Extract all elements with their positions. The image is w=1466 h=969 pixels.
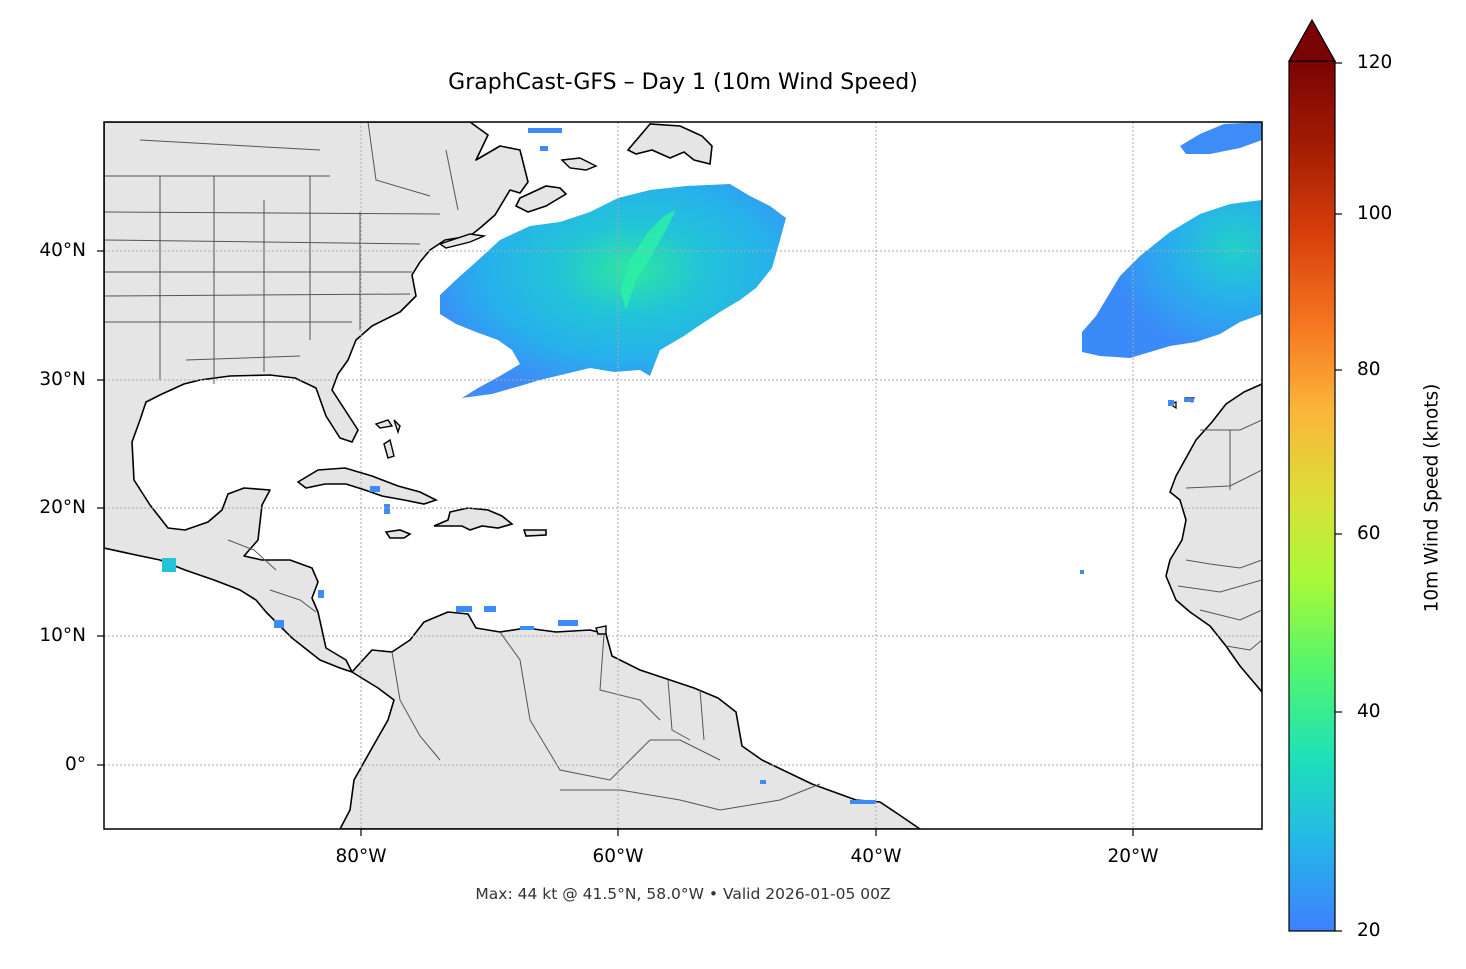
colorbar-tick-label: 80	[1357, 359, 1381, 380]
lon-tick-label: 80°W	[335, 846, 387, 867]
land-newfoundland	[626, 123, 713, 165]
colorbar-ticks	[1335, 62, 1342, 932]
land-trinidad	[595, 625, 607, 635]
land-south-america	[339, 611, 921, 829]
land-hispaniola	[433, 507, 514, 531]
land-nova-scotia	[514, 185, 568, 213]
colorbar-tick-label: 20	[1357, 920, 1381, 941]
lat-tick-label: 10°N	[39, 625, 86, 646]
lon-tick-label: 40°W	[850, 846, 902, 867]
colorbar	[1288, 60, 1336, 932]
lon-tick-label: 60°W	[592, 846, 644, 867]
lat-tick-label: 40°N	[39, 240, 86, 261]
land-africa	[1165, 383, 1262, 693]
wind-region-north	[1180, 122, 1262, 154]
colorbar-tick-label: 100	[1357, 203, 1393, 224]
lat-tick-label: 20°N	[39, 497, 86, 518]
wind-region-east-atlantic	[1082, 200, 1262, 358]
max-wind-footer: Max: 44 kt @ 41.5°N, 58.0°W • Valid 2026…	[475, 885, 891, 903]
wind-max-streak	[620, 210, 676, 310]
land-jamaica	[384, 529, 412, 539]
lat-tick-label: 0°	[64, 754, 86, 775]
land-puerto-rico	[522, 529, 547, 537]
axis-ticks	[97, 250, 1134, 836]
wind-small-patches	[162, 128, 1194, 804]
map-layers	[104, 122, 1262, 829]
gridlines	[104, 122, 1262, 829]
colorbar-tick-label: 60	[1357, 523, 1381, 544]
map-frame	[103, 121, 1263, 830]
land-long-island	[438, 233, 487, 249]
colorbar-label: 10m Wind Speed (knots)	[1421, 383, 1443, 613]
wind-region-west-atlantic	[440, 184, 786, 398]
land-bahamas	[374, 419, 401, 459]
land-pei	[560, 157, 598, 171]
colorbar-tick-label: 120	[1357, 52, 1393, 73]
map-title: GraphCast-GFS – Day 1 (10m Wind Speed)	[448, 70, 918, 95]
land-cuba	[296, 467, 439, 505]
colorbar-extend-arrow	[1287, 18, 1337, 62]
lat-tick-label: 30°N	[39, 369, 86, 390]
lon-tick-label: 20°W	[1107, 846, 1159, 867]
colorbar-tick-label: 40	[1357, 701, 1381, 722]
